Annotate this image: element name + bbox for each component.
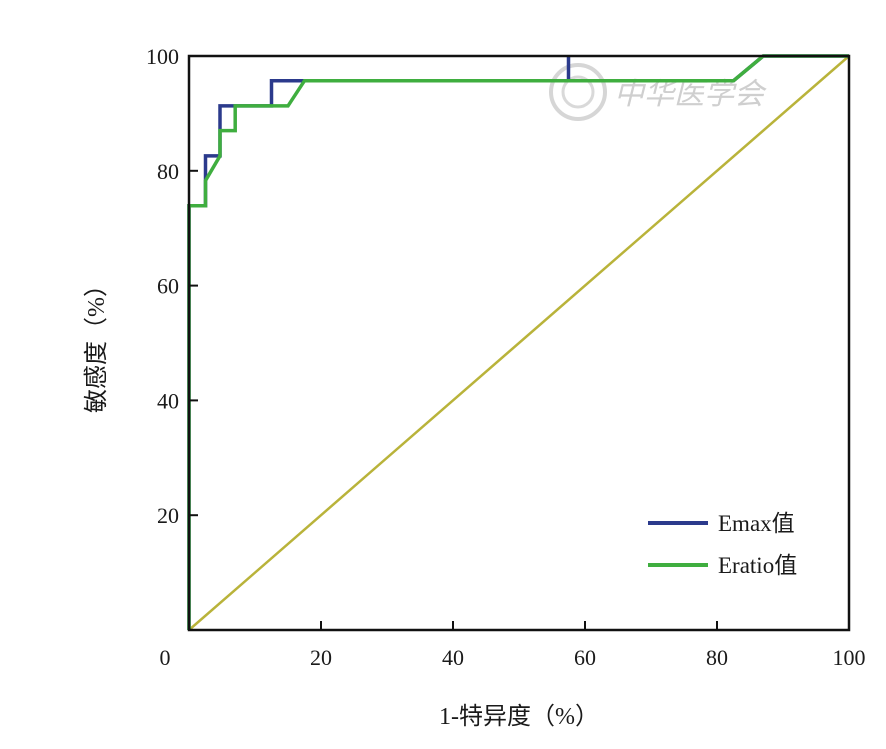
series-line-eratio bbox=[187, 54, 849, 630]
x-tick-label: 0 bbox=[160, 645, 171, 670]
legend-label: Eratio值 bbox=[718, 553, 797, 578]
plot-frame bbox=[187, 54, 851, 632]
x-tick-label: 40 bbox=[442, 645, 464, 670]
watermark: 中华医学会 bbox=[549, 63, 767, 121]
y-tick-label: 60 bbox=[157, 274, 179, 299]
reference-diagonal-line bbox=[188, 55, 850, 631]
axes-layer: 0 20 40 60 80 100 20 40 60 80 100 bbox=[146, 44, 866, 670]
watermark-seal-inner-icon bbox=[561, 75, 595, 109]
y-axis-title: 敏感度（%） bbox=[83, 273, 110, 413]
y-tick-label: 80 bbox=[157, 159, 179, 184]
x-tick-label: 100 bbox=[833, 645, 866, 670]
watermark-seal-icon bbox=[549, 63, 607, 121]
x-axis-title: 1-特异度（%） bbox=[439, 703, 599, 730]
legend: Emax值 Eratio值 bbox=[648, 511, 797, 578]
y-tick-label: 20 bbox=[157, 503, 179, 528]
x-tick-label: 80 bbox=[706, 645, 728, 670]
x-tick-label: 60 bbox=[574, 645, 596, 670]
y-tick-label: 100 bbox=[146, 44, 179, 69]
y-tick-label: 40 bbox=[157, 388, 179, 413]
x-tick-label: 20 bbox=[310, 645, 332, 670]
legend-label: Emax值 bbox=[718, 511, 795, 536]
watermark-text: 中华医学会 bbox=[614, 77, 767, 112]
series-layer bbox=[187, 54, 850, 631]
